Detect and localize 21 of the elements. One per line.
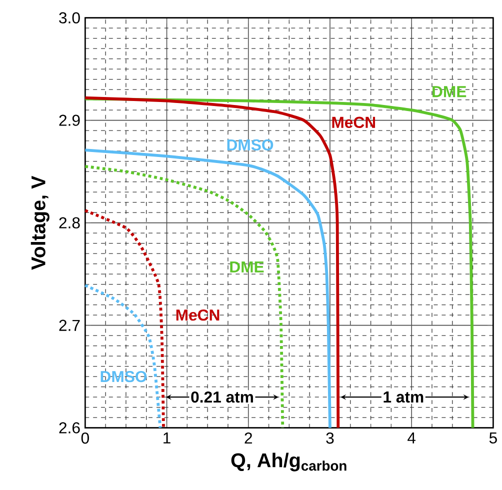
y-tick-label: 3.0 — [59, 12, 80, 24]
x-axis-title: Q, Ah/g$_{carbon}$ — [231, 452, 346, 472]
y-tick-label: 2.7 — [59, 320, 80, 331]
y-tick-label: 2.9 — [59, 114, 80, 126]
series-label: DMSO — [100, 370, 147, 382]
line-series — [84, 284, 162, 430]
y-tick-label: 2.8 — [59, 217, 80, 228]
line-series — [84, 164, 284, 430]
x-tick-label: 0 — [81, 432, 89, 444]
annotation: 1 atm — [384, 391, 424, 402]
series-label: MeCN — [176, 309, 220, 321]
annotation: 0.21 atm — [191, 391, 253, 403]
x-tick-label: 3 — [326, 432, 334, 444]
y-axis-title: Voltage, V — [30, 176, 50, 270]
x-tick-label: 1 — [164, 432, 170, 444]
x-tick-label: 4 — [408, 432, 416, 444]
y-tick-label: 2.6 — [59, 422, 80, 434]
x-tick-label: 5 — [489, 432, 497, 444]
series-label: DME — [432, 86, 466, 97]
line-series — [84, 208, 165, 430]
x-tick-label: 2 — [244, 432, 252, 444]
